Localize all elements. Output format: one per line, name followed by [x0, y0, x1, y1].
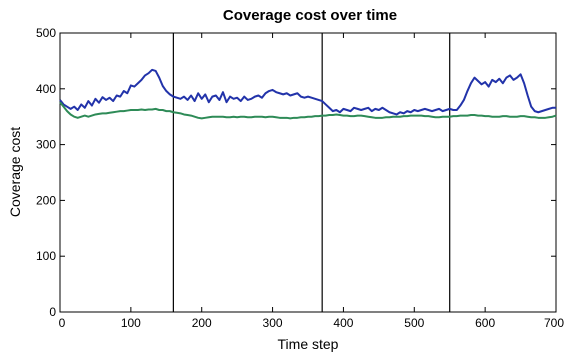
series-line-1 — [59, 68, 556, 116]
y-tick-label: 500 — [36, 26, 56, 40]
x-axis-ticks: 0 100 200 300 400 500 600 700 — [59, 33, 564, 330]
vertical-reference-lines — [172, 33, 451, 312]
x-tick-label: 100 — [121, 316, 141, 330]
x-tick-label: 0 — [59, 316, 66, 330]
x-tick-label: 400 — [333, 316, 353, 330]
series-line-2 — [59, 101, 557, 120]
y-tick-label: 200 — [36, 193, 56, 207]
x-tick-label: 700 — [544, 316, 564, 330]
y-tick-label: 400 — [36, 82, 56, 96]
plot-area — [59, 32, 557, 313]
x-tick-label: 600 — [475, 316, 495, 330]
chart-title: Coverage cost over time — [223, 7, 397, 24]
y-tick-label: 300 — [36, 138, 56, 152]
x-axis-label: Time step — [278, 336, 339, 352]
y-tick-label: 100 — [36, 249, 56, 263]
series-layer — [59, 68, 557, 120]
x-tick-label: 500 — [404, 316, 424, 330]
x-tick-label: 200 — [192, 316, 212, 330]
y-tick-label: 0 — [49, 305, 56, 319]
x-tick-label: 300 — [263, 316, 283, 330]
y-axis-ticks: 0 100 200 300 400 500 — [36, 26, 556, 319]
y-axis-label: Coverage cost — [7, 127, 23, 217]
